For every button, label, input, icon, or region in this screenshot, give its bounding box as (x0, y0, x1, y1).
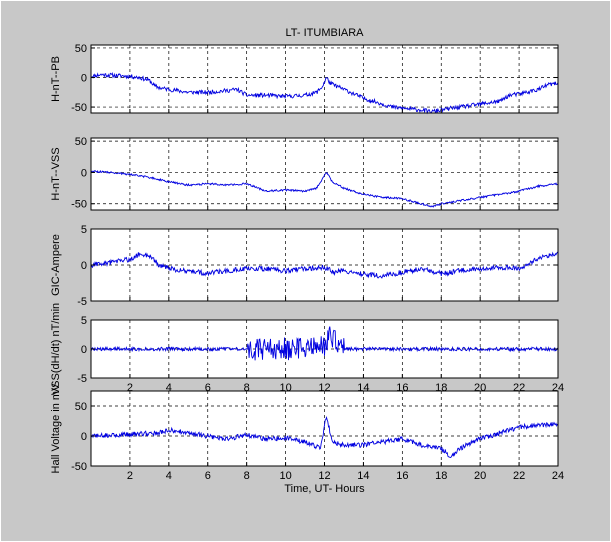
x-tick-label: 4 (166, 470, 172, 482)
x-tick-label: 16 (396, 470, 408, 482)
y-axis-label: H-nT--PB (50, 56, 62, 102)
data-series-line (90, 415, 559, 459)
x-tick-label: 14 (357, 470, 369, 482)
y-tick-label: 5 (81, 315, 87, 327)
y-tick-label: 0 (81, 260, 87, 272)
x-tick-label: 6 (205, 470, 211, 482)
chart-panel-2: -50 0 50 H-nT--VSS (50, 136, 559, 211)
x-tick-label: 8 (244, 382, 250, 394)
chart-title: LT- ITUMBIARA (285, 27, 364, 39)
x-tick-label: 18 (435, 470, 447, 482)
x-tick-label: 2 (127, 470, 133, 482)
y-tick-label: 0 (81, 344, 87, 356)
y-tick-label: -50 (71, 199, 87, 211)
data-series-line (90, 326, 559, 361)
y-tick-label: -5 (77, 296, 87, 308)
x-axis-label: Time, UT- Hours (284, 483, 365, 495)
x-tick-label: 8 (244, 470, 250, 482)
y-tick-label: 50 (75, 401, 87, 413)
chart-panel-1: -50 0 50 LT- ITUMBIARA H-nT--PB (50, 27, 559, 115)
x-tick-label: 22 (513, 470, 525, 482)
x-tick-label: 2 (127, 382, 133, 394)
y-axis-label: H-nT--VSS (50, 147, 62, 200)
x-tick-label: 10 (279, 470, 291, 482)
y-tick-label: 0 (81, 431, 87, 443)
chart-panel-3: -5 0 5 GIC-Ampere (50, 224, 559, 308)
data-series-line (91, 251, 559, 279)
y-axis-label: VSS(dH/dt) nT/min (50, 303, 62, 395)
x-tick-label: 24 (552, 470, 564, 482)
data-series-line (90, 72, 559, 115)
y-tick-label: 50 (75, 43, 87, 55)
data-series-line (90, 169, 559, 208)
x-tick-label: 4 (166, 382, 172, 394)
y-tick-label: -50 (71, 461, 87, 473)
y-tick-label: 5 (81, 224, 87, 236)
y-tick-label: 50 (75, 136, 87, 148)
x-tick-label: 20 (474, 470, 486, 482)
x-tick-label: 6 (205, 382, 211, 394)
y-axis-label: GIC-Ampere (50, 234, 62, 296)
y-tick-label: 0 (81, 167, 87, 179)
x-tick-label: 12 (318, 470, 330, 482)
y-tick-label: 0 (81, 73, 87, 85)
y-tick-label: -50 (71, 102, 87, 114)
y-tick-label: -5 (77, 373, 87, 385)
y-axis-label: Hall Voltage in mV (50, 383, 62, 474)
